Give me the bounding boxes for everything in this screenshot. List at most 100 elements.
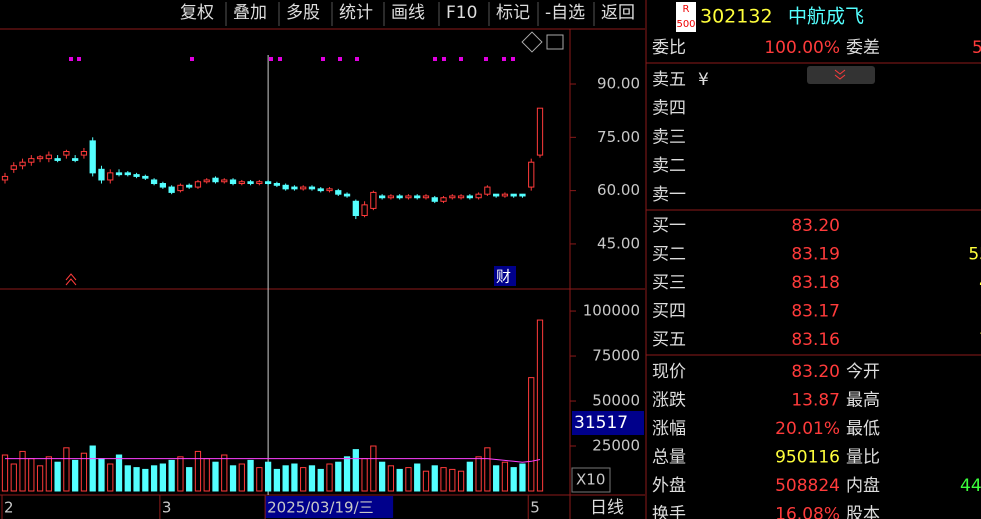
toolbar-button[interactable]: 叠加 — [233, 3, 267, 23]
diamond-icon — [521, 31, 543, 53]
volume-bar — [370, 445, 377, 492]
candle-body — [107, 172, 114, 181]
toolbar-button[interactable]: 标记 — [496, 3, 530, 23]
stat-label2: 股本 — [846, 505, 880, 519]
unit-box — [571, 467, 611, 493]
candle-body — [528, 161, 535, 188]
volume-bar — [133, 467, 140, 492]
candle-body — [273, 183, 281, 186]
volume-bar — [343, 456, 351, 492]
toolbar-button[interactable]: 返回 — [601, 3, 635, 23]
volume-bar — [361, 458, 368, 492]
volume-bar — [72, 459, 79, 492]
x-tick-label: 3 — [162, 499, 172, 517]
candle-body — [440, 197, 447, 202]
volume-bar — [124, 465, 131, 492]
buy-label: 买三 — [652, 273, 686, 293]
sell-label: 卖一 — [652, 185, 686, 205]
stat-label: 换手 — [652, 505, 686, 519]
toolbar-button[interactable]: F10 — [446, 3, 477, 23]
volume-bar — [466, 461, 473, 492]
volume-ma — [5, 458, 541, 463]
buy-label: 买二 — [652, 245, 686, 265]
candle-body — [133, 174, 140, 177]
volume-bar — [54, 461, 61, 492]
event-marker: 财 — [496, 268, 511, 286]
candle-body — [519, 193, 526, 197]
volume-bar — [142, 468, 149, 492]
y-tick-label: 45.00 — [597, 234, 640, 252]
toolbar: 复权 叠加 多股 统计 画线 F10 标记 -自选 返回 — [180, 2, 635, 26]
volume-bar — [247, 459, 254, 492]
candle-body — [256, 181, 263, 185]
buy-label: 买四 — [652, 302, 686, 322]
volume-bar — [229, 465, 237, 492]
collapse-icon — [834, 69, 846, 80]
candle-body — [352, 200, 359, 217]
toolbar-button[interactable]: 统计 — [339, 3, 373, 23]
candle-body — [54, 158, 61, 161]
candle-body — [194, 181, 202, 188]
buy-volume: 4 — [979, 273, 981, 293]
buy-label: 买五 — [652, 330, 686, 350]
candle-body — [501, 193, 509, 197]
candle-body — [115, 172, 123, 176]
candle-body — [414, 195, 421, 199]
period: 日线 — [590, 498, 624, 518]
volume-bar — [150, 465, 158, 492]
candle-body — [45, 154, 52, 160]
vol-tick-label: 25000 — [592, 437, 640, 455]
stock-name: 中航成飞 — [788, 6, 864, 28]
candle-body — [396, 195, 403, 199]
volume-bar — [10, 463, 17, 492]
stat-label: 外盘 — [652, 476, 686, 496]
chart: 45.00 60.00 75.00 90.00 25000 50000 75000 10000… — [1, 55, 640, 519]
buy-price: 83.18 — [791, 273, 840, 293]
volume-bar — [387, 465, 395, 492]
x-tick-label: 2025/03/19/三 — [267, 499, 374, 517]
stat-value: 508824 — [775, 476, 840, 496]
y-tick-label: 60.00 — [597, 181, 640, 199]
stat-label: 总量 — [652, 448, 686, 468]
volume-bar — [238, 463, 245, 492]
date-highlight — [265, 496, 394, 518]
volume-bar — [168, 459, 175, 492]
toolbar-button[interactable]: -自选 — [545, 3, 585, 23]
candle-body — [221, 179, 228, 183]
stat-value: 20.01% — [775, 419, 840, 439]
y-tick-label: 75.00 — [597, 128, 640, 146]
diff-value: 5 — [972, 38, 981, 58]
volume-bar — [536, 319, 544, 492]
stat-label: 现价 — [652, 362, 686, 382]
stat-label: 涨幅 — [652, 419, 686, 439]
toolbar-button[interactable]: 多股 — [286, 3, 320, 23]
volume-bar — [335, 461, 342, 492]
candle-body — [466, 195, 473, 199]
volume-bar — [291, 463, 298, 492]
volume-bar — [528, 377, 535, 492]
toolbar-button[interactable]: 复权 — [180, 3, 214, 23]
candle-body — [326, 188, 333, 192]
buy-volume: 1 — [979, 302, 981, 322]
buy-volume: 55 — [968, 245, 981, 265]
volume-bar — [519, 463, 526, 492]
volume-bar — [326, 463, 333, 492]
quote-panel: R 500 302132 中航成飞 委比 100.00% 委差 5 卖五 ¥ 卖四卖三卖二卖… — [652, 2, 981, 519]
sell-label: 卖二 — [652, 156, 686, 176]
volume-bar — [264, 461, 272, 492]
stat-label2: 内盘 — [846, 476, 880, 496]
volume-bar — [221, 454, 228, 492]
ratio-label: 委比 — [652, 38, 686, 58]
toolbar-button[interactable]: 画线 — [391, 3, 425, 23]
volume-bar — [159, 463, 166, 492]
stock-code: 302132 — [700, 6, 773, 28]
volume-bar — [379, 461, 386, 492]
volume-bar — [282, 465, 289, 492]
volume-bar — [308, 465, 316, 492]
collapse-button[interactable] — [807, 66, 875, 84]
candle-body — [475, 193, 482, 199]
stat-value: 950116 — [775, 448, 840, 468]
